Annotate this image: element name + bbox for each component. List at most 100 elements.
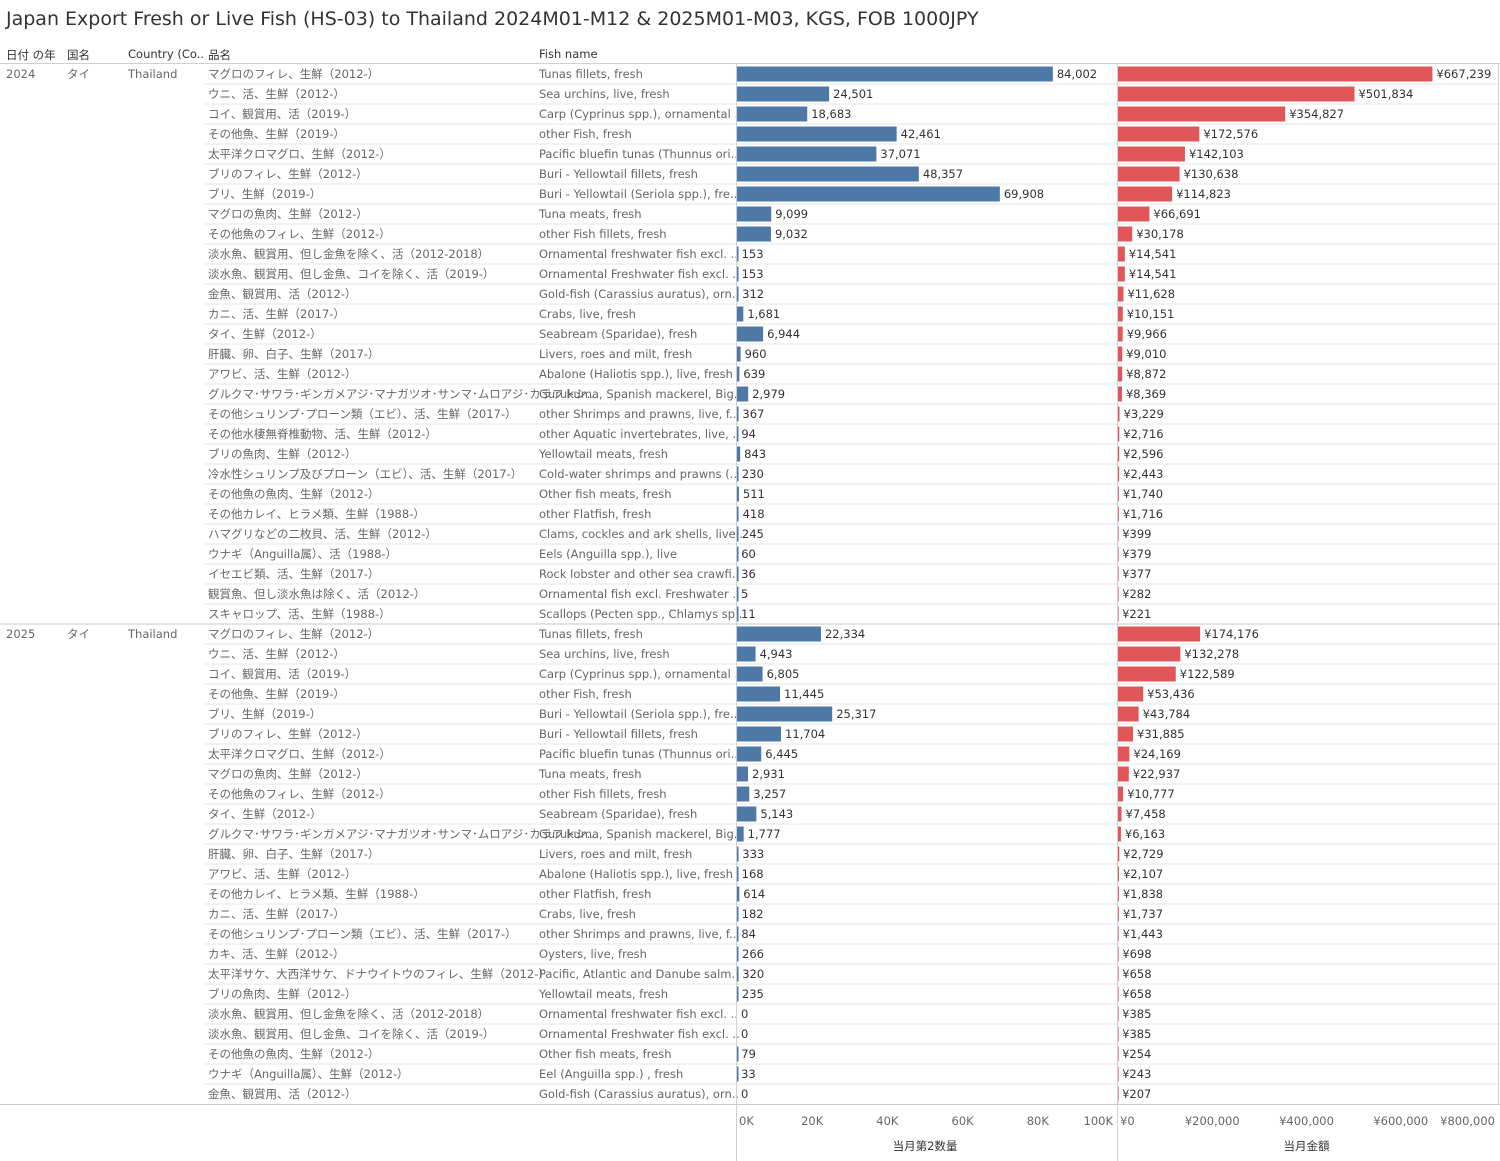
fish-name: Cold-water shrimps and prawns (.. (539, 467, 737, 481)
amt-bar (1118, 306, 1123, 322)
amt-label: ¥207 (1122, 1087, 1151, 1101)
fish-name: other Fish fillets, fresh (539, 787, 667, 801)
qty-bar (737, 546, 739, 562)
fish-name: Clams, cockles and ark shells, live.. (539, 527, 743, 541)
qty-label: 9,032 (775, 227, 808, 241)
qty-label: 3,257 (753, 787, 786, 801)
amt-bar (1118, 666, 1176, 682)
amt-bar (1118, 486, 1119, 502)
qty-bar (737, 566, 739, 582)
qty-bar (737, 106, 808, 122)
qty-bar (737, 146, 877, 162)
item-jp: その他水棲無脊椎動物、活、生鮮（2012-） (208, 427, 437, 441)
qty-tick-label: 0K (739, 1114, 754, 1128)
amt-bar (1118, 906, 1119, 922)
amt-label: ¥6,163 (1125, 827, 1165, 841)
qty-bar (737, 226, 771, 242)
qty-label: 24,501 (833, 87, 873, 101)
header-country-jp[interactable]: 国名 (67, 48, 90, 62)
amt-axis-title: 当月金額 (1284, 1139, 1330, 1153)
fish-name: Livers, roes and milt, fresh (539, 847, 692, 861)
amt-bar (1118, 726, 1134, 742)
page-title: Japan Export Fresh or Live Fish (HS-03) … (6, 8, 979, 30)
item-jp: グルクマ･サワラ･ギンガメアジ･マナガツオ･サンマ･ムロアジ･カラフトシ.. (208, 387, 594, 401)
fish-name: Carp (Cyprinus spp.), ornamental .. (539, 107, 742, 121)
item-jp: マグロの魚肉、生鮮（2012-） (208, 207, 368, 221)
item-jp: 淡水魚、観賞用、但し金魚、コイを除く、活（2019-） (208, 267, 494, 281)
amt-label: ¥377 (1122, 567, 1151, 581)
fish-name: other Fish fillets, fresh (539, 227, 667, 241)
fish-name: Eels (Anguilla spp.), live (539, 547, 677, 561)
amt-label: ¥24,169 (1133, 747, 1181, 761)
fish-name: other Shrimps and prawns, live, f.. (539, 407, 736, 421)
qty-bar (737, 186, 1000, 202)
amt-bar (1118, 766, 1129, 782)
fish-name: Ornamental freshwater fish excl. .. (539, 247, 738, 261)
item-jp: 太平洋クロマグロ、生鮮（2012-） (208, 747, 391, 761)
item-jp: タイ、生鮮（2012-） (208, 327, 322, 341)
amt-bar (1118, 686, 1144, 702)
qty-label: 1,777 (748, 827, 781, 841)
qty-label: 245 (742, 527, 764, 541)
fish-name: other Flatfish, fresh (539, 887, 651, 901)
fish-name: Other fish meats, fresh (539, 487, 672, 501)
item-jp: 観賞魚、但し淡水魚は除く、活（2012-） (208, 587, 425, 601)
qty-label: 639 (743, 367, 765, 381)
item-jp: コイ、観賞用、活（2019-） (208, 107, 356, 121)
qty-label: 333 (742, 847, 764, 861)
qty-bar (737, 246, 739, 262)
amt-bar (1118, 566, 1119, 582)
item-jp: イセエビ類、活、生鮮（2017-） (208, 567, 379, 581)
qty-bar (737, 526, 739, 542)
header-fish-name[interactable]: Fish name (539, 47, 598, 61)
qty-label: 36 (741, 567, 756, 581)
header-item-jp[interactable]: 品名 (208, 48, 231, 62)
item-jp: 太平洋クロマグロ、生鮮（2012-） (208, 147, 391, 161)
amt-bar (1118, 526, 1119, 542)
header-country-en[interactable]: Country (Co.. (128, 47, 205, 61)
item-jp: ブリの魚肉、生鮮（2012-） (208, 987, 356, 1001)
amt-bar (1118, 946, 1119, 962)
qty-tick-label: 60K (952, 1114, 975, 1128)
qty-bar (737, 1046, 739, 1062)
qty-bar (737, 286, 739, 302)
item-jp: ブリ、生鮮（2019-） (208, 187, 321, 201)
amt-bar (1118, 1066, 1119, 1082)
amt-label: ¥282 (1122, 587, 1151, 601)
amt-bar (1118, 386, 1122, 402)
qty-bar (737, 206, 772, 222)
amt-label: ¥22,937 (1133, 767, 1181, 781)
qty-label: 11 (741, 607, 756, 621)
item-jp: スキャロップ、活、生鮮（1988-） (208, 607, 391, 621)
country-jp-label: タイ (67, 627, 90, 641)
amt-bar (1118, 826, 1121, 842)
amt-label: ¥2,596 (1123, 447, 1163, 461)
amt-label: ¥399 (1122, 527, 1151, 541)
qty-label: 69,908 (1004, 187, 1044, 201)
amt-label: ¥1,443 (1123, 927, 1163, 941)
fish-name: Abalone (Haliotis spp.), live, fresh (539, 867, 733, 881)
fish-name: Ornamental freshwater fish excl. .. (539, 1007, 738, 1021)
item-jp: その他カレイ、ヒラメ類、生鮮（1988-） (208, 887, 425, 901)
amt-bar (1118, 186, 1173, 202)
item-jp: ブリの魚肉、生鮮（2012-） (208, 447, 356, 461)
amt-bar (1118, 466, 1120, 482)
amt-bar (1118, 846, 1120, 862)
item-jp: その他魚の魚肉、生鮮（2012-） (208, 1047, 379, 1061)
qty-bar (737, 1066, 739, 1082)
amt-label: ¥8,872 (1126, 367, 1166, 381)
header-year[interactable]: 日付 の年 (6, 48, 56, 62)
qty-label: 5,143 (760, 807, 793, 821)
qty-label: 37,071 (880, 147, 920, 161)
fish-name: other Aquatic invertebrates, live, .. (539, 427, 740, 441)
qty-label: 84 (741, 927, 756, 941)
qty-label: 11,445 (784, 687, 824, 701)
qty-bar (737, 86, 830, 102)
amt-tick-label: ¥600,000 (1373, 1114, 1428, 1128)
qty-label: 168 (742, 867, 764, 881)
amt-bar (1118, 406, 1120, 422)
item-jp: ウニ、活、生鮮（2012-） (208, 647, 345, 661)
qty-bar (737, 826, 744, 842)
country-en-label: Thailand (127, 627, 177, 641)
amt-tick-label: ¥200,000 (1185, 1114, 1240, 1128)
